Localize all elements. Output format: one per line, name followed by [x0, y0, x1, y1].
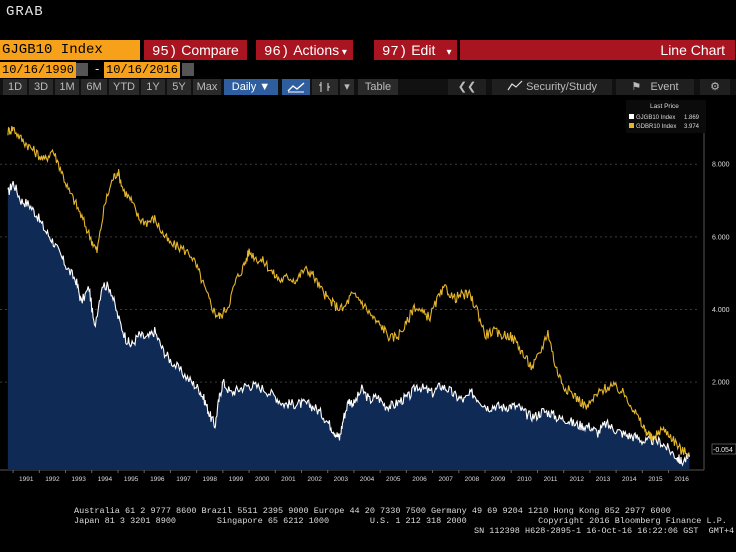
- settings-gear-icon[interactable]: ⚙: [700, 79, 730, 95]
- event-label: Event: [650, 81, 679, 93]
- range-ytd-button[interactable]: YTD: [109, 79, 139, 95]
- x-tick-label: 2012: [570, 476, 585, 483]
- legend-value-gdbr10: 3.974: [684, 124, 700, 130]
- x-tick-label: 1996: [150, 476, 165, 483]
- y-tick-label: 2.000: [712, 380, 730, 387]
- x-tick-label: 2008: [465, 476, 480, 483]
- edit-label: Edit: [411, 42, 436, 58]
- range-1m-button[interactable]: 1M: [55, 79, 79, 95]
- end-calendar-icon[interactable]: [182, 63, 194, 76]
- last-value-label: -0.054: [713, 447, 733, 454]
- x-tick-label: 1994: [98, 476, 113, 483]
- x-tick-label: 1998: [203, 476, 218, 483]
- x-tick-label: 2001: [281, 476, 296, 483]
- y-tick-label: 8.000: [712, 162, 730, 169]
- ticker-field[interactable]: GJGB10 Index: [0, 40, 140, 60]
- legend-swatch-gdbr10: [629, 123, 634, 128]
- footer-session-line: SN 112398 H628-2895-1 16-Oct-16 16:22:06…: [474, 526, 736, 536]
- x-tick-label: 2002: [307, 476, 322, 483]
- y-tick-label: 6.000: [712, 234, 730, 241]
- actions-label: Actions: [293, 42, 340, 58]
- chart-style-dropdown-icon[interactable]: ▾: [340, 79, 354, 95]
- frequency-select[interactable]: Daily ▼: [224, 79, 278, 95]
- x-tick-label: 2015: [648, 476, 663, 483]
- last-value-box: [711, 443, 736, 455]
- x-tick-label: 2003: [334, 476, 349, 483]
- compare-num: 95): [152, 44, 178, 60]
- x-tick-label: 2005: [386, 476, 401, 483]
- gjgb10-line: [7, 180, 691, 467]
- edit-button[interactable]: 97) Edit ▾: [374, 40, 458, 60]
- table-button[interactable]: Table: [358, 79, 398, 95]
- line-chart-icon[interactable]: [282, 79, 310, 95]
- legend-value-gjgb10: 1.869: [684, 115, 700, 121]
- x-tick-label: 1993: [71, 476, 86, 483]
- compare-label: Compare: [181, 42, 239, 58]
- actions-num: 96): [264, 44, 290, 60]
- x-tick-label: 2000: [255, 476, 270, 483]
- y-tick-label: 4.000: [712, 307, 730, 314]
- legend-label-gjgb10: GJGB10 Index: [636, 115, 675, 121]
- range-6m-button[interactable]: 6M: [81, 79, 107, 95]
- start-calendar-icon[interactable]: [76, 63, 88, 76]
- legend-swatch-gjgb10: [629, 114, 634, 119]
- flag-icon: ⚑: [631, 81, 642, 93]
- range-1d-button[interactable]: 1D: [3, 79, 27, 95]
- edit-num: 97): [382, 44, 408, 60]
- x-tick-label: 2010: [517, 476, 532, 483]
- legend-label-gdbr10: GDBR10 Index: [636, 124, 676, 130]
- range-5y-button[interactable]: 5Y: [167, 79, 191, 95]
- footer-contacts-line2: Japan 81 3 3201 8900 Singapore 65 6212 1…: [74, 516, 727, 526]
- line-chart-glyph: [287, 82, 305, 93]
- x-tick-label: 2014: [622, 476, 637, 483]
- x-tick-label: 2006: [412, 476, 427, 483]
- study-icon: [507, 80, 523, 91]
- frequency-label: Daily: [231, 81, 257, 93]
- date-separator: -: [95, 61, 100, 76]
- security-study-label: Security/Study: [526, 81, 597, 93]
- x-axis-ticks: 1991 1992 1993 1994 1995 1996 1997 1998 1999 2000…: [12, 470, 689, 483]
- compare-button[interactable]: 95) Compare: [144, 40, 248, 60]
- x-tick-label: 1995: [124, 476, 139, 483]
- collapse-icon[interactable]: ❮❮: [448, 79, 486, 95]
- x-tick-label: 2009: [491, 476, 506, 483]
- x-tick-label: 2004: [360, 476, 375, 483]
- x-tick-label: 1991: [19, 476, 34, 483]
- footer-contacts-line1: Australia 61 2 9777 8600 Brazil 5511 239…: [74, 506, 671, 516]
- event-button[interactable]: ⚑ Event: [616, 79, 694, 95]
- security-study-button[interactable]: Security/Study: [492, 79, 612, 95]
- legend-box: [626, 100, 706, 133]
- actions-button[interactable]: 96) Actions ▾: [256, 40, 354, 60]
- legend-title: Last Price: [650, 103, 679, 110]
- start-date-field[interactable]: 10/16/1990: [0, 62, 77, 78]
- x-tick-label: 2016: [674, 476, 689, 483]
- frequency-dropdown-icon: ▼: [256, 81, 271, 93]
- range-max-button[interactable]: Max: [193, 79, 221, 95]
- y-axis-ticks: 2.000 4.000 6.000 8.000: [712, 162, 730, 387]
- x-tick-label: 1999: [229, 476, 244, 483]
- end-date-field[interactable]: 10/16/2016: [104, 62, 181, 78]
- x-tick-label: 2013: [596, 476, 611, 483]
- gjgb10-area-fill: [7, 181, 690, 470]
- chart-type-label[interactable]: Line Chart: [460, 40, 736, 60]
- app-title: GRAB: [6, 4, 44, 20]
- bar-chart-icon[interactable]: [312, 79, 338, 95]
- footer: Australia 61 2 9777 8600 Brazil 5511 239…: [0, 506, 736, 536]
- x-tick-label: 1992: [45, 476, 60, 483]
- bar-chart-glyph: [319, 82, 330, 92]
- x-tick-label: 1997: [176, 476, 191, 483]
- gdbr10-line: [7, 126, 690, 459]
- range-1y-button[interactable]: 1Y: [141, 79, 165, 95]
- actions-dropdown-icon: ▾: [339, 47, 347, 58]
- range-3d-button[interactable]: 3D: [29, 79, 53, 95]
- x-tick-label: 2007: [438, 476, 453, 483]
- legend: Last Price GJGB10 Index 1.869 GDBR10 Ind…: [626, 100, 706, 133]
- edit-dropdown-icon: ▾: [435, 47, 452, 58]
- x-tick-label: 2011: [544, 476, 558, 483]
